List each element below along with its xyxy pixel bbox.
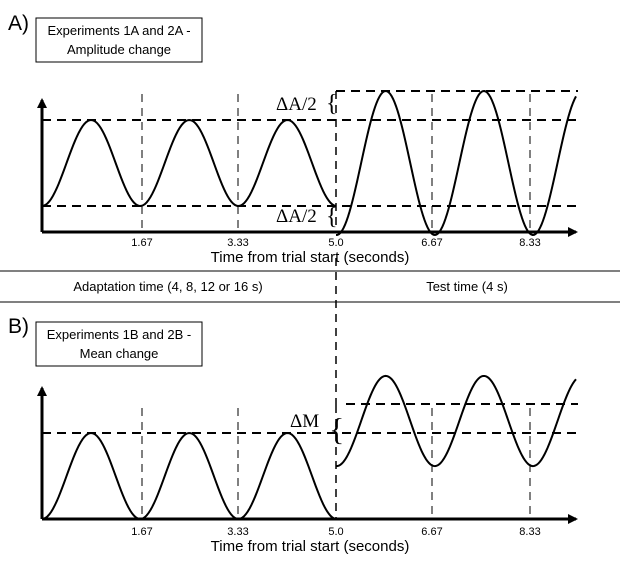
panel-a-title-box [35,17,203,63]
panel-a-brace-top: { [326,91,338,117]
adaptation-time-label: Adaptation time (4, 8, 12 or 16 s) [73,279,262,294]
panel-b-letter: B) [8,315,29,338]
panel-b-tick-2: 3.33 [227,526,248,538]
panel-b-title-line2: Mean change [80,346,159,361]
test-time-label: Test time (4 s) [426,279,508,294]
panel-a-title-line2: Amplitude change [67,42,171,57]
panel-b-x-axis-label: Time from trial start (seconds) [211,538,410,555]
panel-a-tick-5: 8.33 [519,237,540,249]
panel-a-letter: A) [8,12,29,35]
panel-b-tick-5: 8.33 [519,526,540,538]
panel-b-title-line1: Experiments 1B and 2B - [47,327,192,342]
panel-a-tick-1: 1.67 [131,237,152,249]
panel-a-title-line1: Experiments 1A and 2A - [47,23,190,38]
panel-b-delta: ΔM [290,411,319,432]
panel-b-test-wave [335,374,577,468]
panel-a-test-wave [335,89,577,237]
panel-a-brace-bottom: { [326,204,338,230]
panel-a-tick-3: 5.0 [328,237,343,249]
panel-a-x-axis-label: Time from trial start (seconds) [211,249,410,266]
panel-b-tick-1: 1.67 [131,526,152,538]
panel-b-adaptation-wave [41,431,337,521]
panel-a-tick-2: 3.33 [227,237,248,249]
panel-a-adaptation-wave [41,118,337,208]
panel-a-tick-4: 6.67 [421,237,442,249]
panel-b-tick-3: 5.0 [328,526,343,538]
panel-a-delta-bottom: ΔA/2 [276,206,317,227]
panel-b-brace: { [329,411,344,447]
panel-b-tick-4: 6.67 [421,526,442,538]
panel-a-delta-top: ΔA/2 [276,94,317,115]
panel-b-title-box [35,321,203,367]
